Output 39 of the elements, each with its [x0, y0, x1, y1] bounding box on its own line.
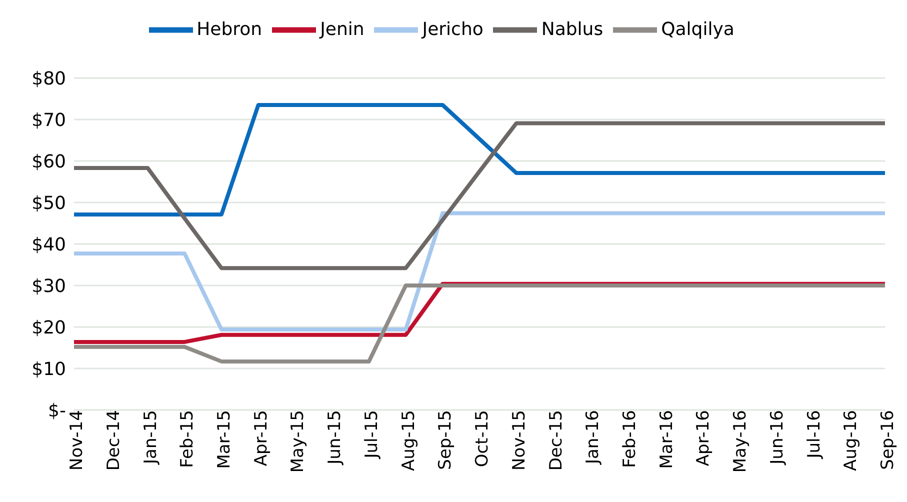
- legend-label: Hebron: [196, 18, 262, 40]
- x-tick-label: Aug-16: [841, 410, 862, 471]
- x-tick-label: Jan-16: [583, 410, 604, 465]
- x-tick-label: Dec-15: [546, 410, 566, 471]
- x-tick-label: Sep-15: [436, 410, 456, 470]
- x-tick-label: Jun-16: [767, 410, 788, 466]
- y-tick-label: $10: [32, 358, 66, 380]
- x-tick-label: May-16: [730, 410, 751, 473]
- x-tick-label: Dec-14: [104, 410, 124, 471]
- x-tick-label: Feb-15: [178, 410, 198, 468]
- x-tick-label: Mar-15: [214, 410, 235, 469]
- x-tick-label: Jun-15: [325, 410, 346, 466]
- x-tick-label: Jan-15: [140, 410, 161, 465]
- x-tick-label: Nov-14: [67, 410, 88, 470]
- y-tick-label: $60: [32, 151, 66, 172]
- y-tick-label: $80: [32, 68, 66, 90]
- x-tick-label: Jul-16: [804, 410, 824, 460]
- x-tick-label: Sep-16: [878, 410, 898, 470]
- legend-label: Jericho: [422, 18, 484, 40]
- y-tick-label: $30: [32, 276, 66, 297]
- legend-label: Jenin: [320, 18, 364, 40]
- x-tick-label: May-15: [288, 410, 308, 473]
- legend-label: Nablus: [541, 18, 604, 40]
- x-tick-label: Oct-15: [472, 410, 493, 468]
- y-tick-label: $20: [32, 317, 66, 338]
- x-tick-label: Apr-16: [694, 410, 714, 466]
- x-tick-label: Mar-16: [656, 410, 677, 469]
- y-tick-label: $50: [32, 192, 66, 214]
- y-tick-label: $70: [32, 110, 66, 131]
- y-tick-label: $-: [48, 400, 66, 422]
- x-tick-label: Feb-16: [620, 410, 640, 468]
- line-series: [72, 102, 887, 217]
- x-tick-label: Jul-15: [362, 410, 382, 460]
- x-tick-label: Nov-15: [509, 410, 530, 470]
- legend-label: Qalqilya: [661, 18, 734, 40]
- y-tick-label: $40: [32, 234, 66, 256]
- line-series: [72, 121, 887, 270]
- x-tick-label: Aug-15: [398, 410, 419, 471]
- x-tick-label: Apr-15: [251, 410, 272, 466]
